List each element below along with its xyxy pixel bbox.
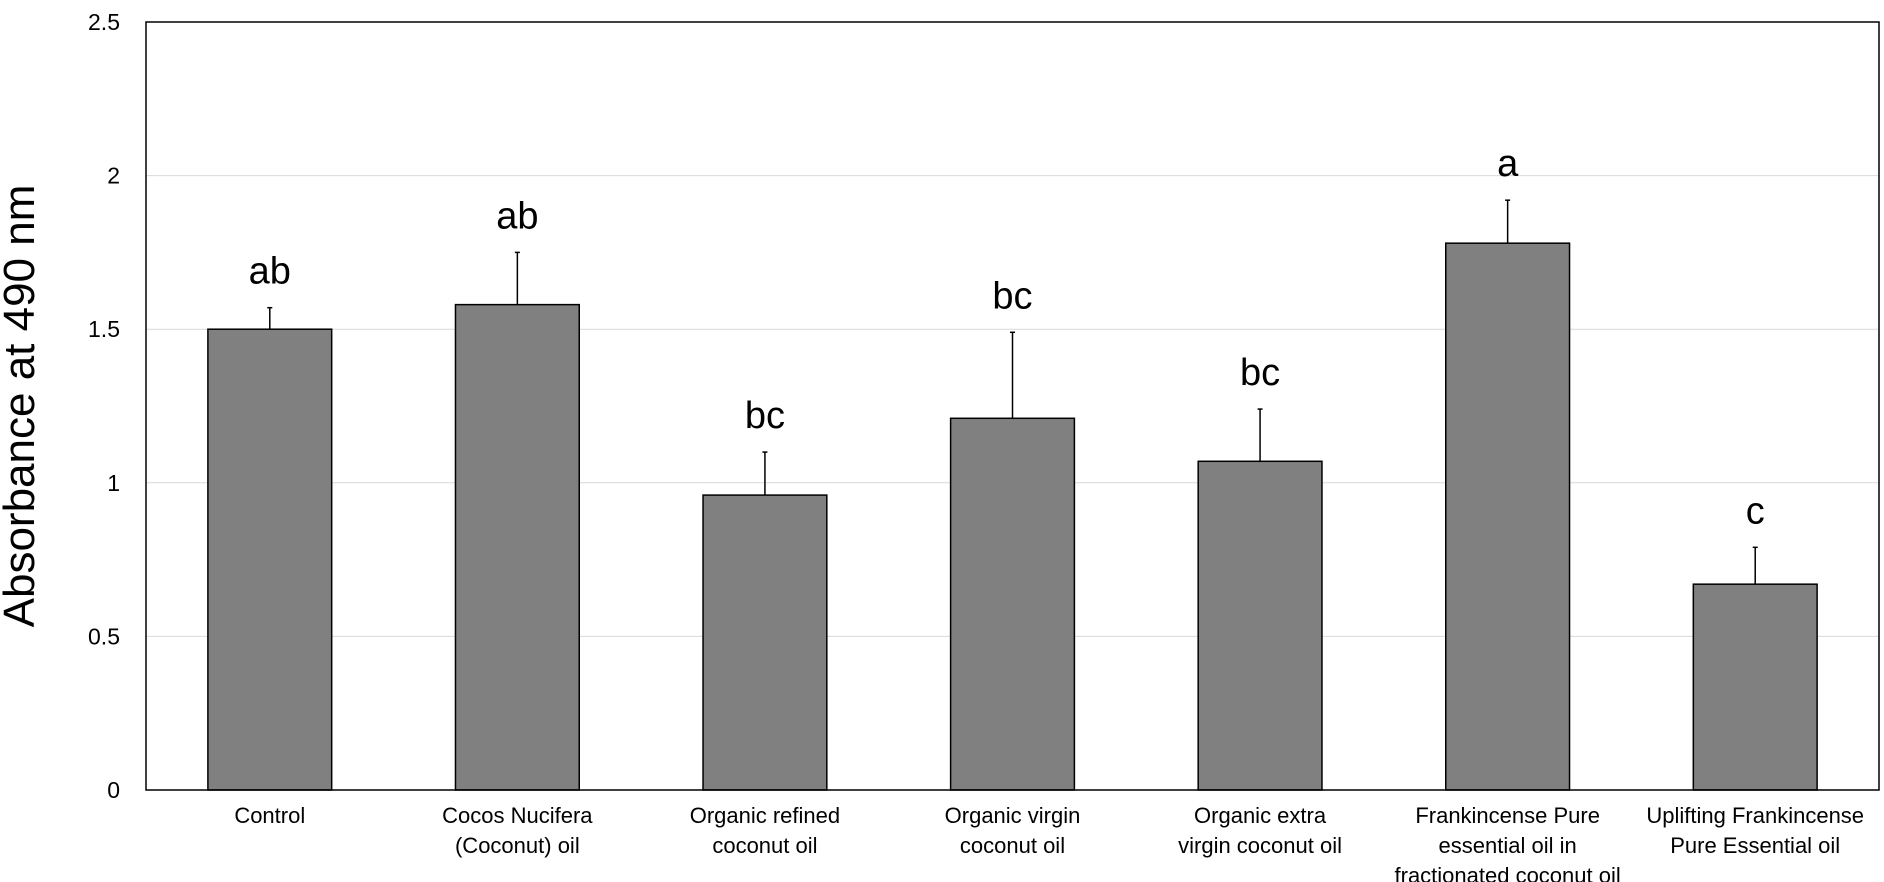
- category-label-line: essential oil in: [1439, 833, 1577, 858]
- category-label-line: Frankincense Pure: [1415, 803, 1600, 828]
- category-label-line: Control: [234, 803, 305, 828]
- bar: [454, 303, 581, 791]
- bar: [1692, 583, 1818, 791]
- y-tick-label: 0: [107, 777, 120, 803]
- y-tick-label: 1: [107, 470, 120, 496]
- bar: [949, 417, 1076, 791]
- category-label-line: Organic refined: [690, 803, 840, 828]
- significance-label: bc: [1240, 352, 1280, 394]
- bar: [1445, 242, 1571, 791]
- y-tick-label: 2: [107, 163, 120, 189]
- significance-label: bc: [992, 275, 1032, 317]
- y-tick-label: 2.5: [88, 9, 120, 35]
- category-label-line: coconut oil: [960, 833, 1065, 858]
- category-label: Uplifting Frankincense Pure Essential oil: [1646, 803, 1864, 858]
- category-label-line: coconut oil: [712, 833, 817, 858]
- significance-label: ab: [496, 195, 538, 237]
- category-label: Organic refined coconut oil: [690, 803, 840, 858]
- y-tick-label: 1.5: [88, 316, 120, 342]
- bar: [207, 328, 333, 791]
- bar: [1197, 460, 1323, 791]
- category-label-line: virgin coconut oil: [1178, 833, 1342, 858]
- category-label-line: Organic extra: [1194, 803, 1327, 828]
- significance-label: c: [1746, 490, 1765, 532]
- y-axis-title: Absorbance at 490 nm: [0, 185, 44, 628]
- category-label-line: Uplifting Frankincense: [1646, 803, 1864, 828]
- y-tick-label: 0.5: [88, 623, 120, 649]
- significance-label: a: [1497, 143, 1519, 185]
- category-label: Cocos Nucifera (Coconut) oil: [442, 803, 593, 858]
- category-label-line: (Coconut) oil: [455, 833, 580, 858]
- category-label-line: Cocos Nucifera: [442, 803, 593, 828]
- significance-label: ab: [249, 251, 291, 293]
- significance-label: bc: [745, 395, 785, 437]
- significance-labels: ab ab bc bc bc a c: [249, 143, 1765, 532]
- category-label-line: Organic virgin: [945, 803, 1081, 828]
- y-axis-ticks: 0 0.5 1 1.5 2 2.5: [88, 9, 120, 803]
- category-label: Organic virgin coconut oil: [945, 803, 1081, 858]
- x-axis-category-labels: Control Cocos Nucifera (Coconut) oil Organi…: [234, 803, 1864, 882]
- bar: [702, 494, 828, 791]
- category-label: Organic extra virgin coconut oil: [1178, 803, 1342, 858]
- category-label-line: fractionated coconut oil: [1395, 863, 1621, 882]
- bars: [207, 242, 1818, 791]
- category-label: Control: [234, 803, 305, 828]
- category-label: Frankincense Pure essential oil in fractio…: [1395, 803, 1621, 882]
- error-bars: [267, 199, 1758, 585]
- category-label-line: Pure Essential oil: [1670, 833, 1840, 858]
- plot-area-border: [145, 21, 1880, 791]
